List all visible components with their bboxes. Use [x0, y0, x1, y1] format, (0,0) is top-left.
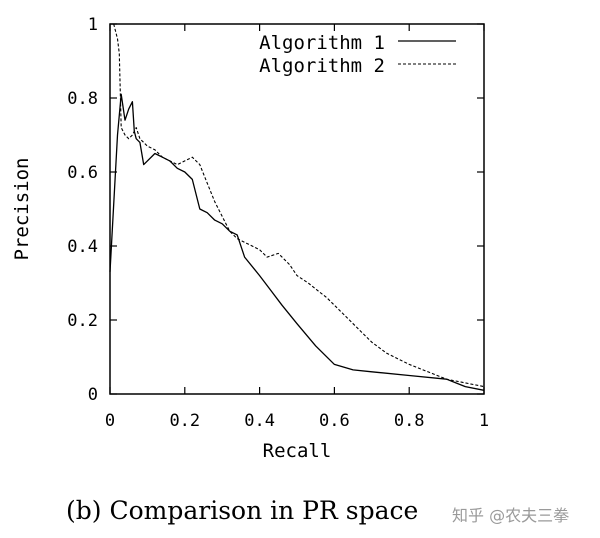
figure-caption: (b) Comparison in PR space — [66, 496, 419, 525]
x-tick-label: 0.4 — [244, 411, 275, 431]
x-tick-label: 0.6 — [319, 411, 350, 431]
x-tick-label: 0.8 — [394, 411, 425, 431]
y-tick-label: 1 — [88, 15, 98, 35]
legend-label-algorithm-1: Algorithm 1 — [259, 32, 385, 54]
y-tick-label: 0 — [88, 385, 98, 405]
tick-labels: 0 0.2 0.4 0.6 0.8 1 0 0.2 0.4 0.6 0.8 1 — [67, 15, 489, 431]
y-tick-label: 0.8 — [67, 89, 98, 109]
series-line-algorithm-1 — [109, 93, 485, 391]
watermark: 知乎 @农夫三拳 — [452, 506, 570, 525]
legend-label-algorithm-2: Algorithm 2 — [259, 55, 385, 77]
pr-chart: 0 0.2 0.4 0.6 0.8 1 0 0.2 0.4 0.6 0.8 1 Recall Prec… — [11, 15, 489, 462]
y-tick-label: 0.4 — [67, 237, 98, 257]
series-lines — [109, 23, 485, 391]
y-axis-label: Precision — [11, 158, 33, 261]
x-tick-label: 0.2 — [169, 411, 200, 431]
x-axis-label: Recall — [263, 440, 332, 462]
x-tick-label: 1 — [479, 411, 489, 431]
y-tick-label: 0.6 — [67, 163, 98, 183]
x-tick-label: 0 — [105, 411, 115, 431]
axis-ticks — [109, 23, 485, 395]
series-line-algorithm-2 — [113, 23, 485, 388]
y-tick-label: 0.2 — [67, 311, 98, 331]
legend: Algorithm 1 Algorithm 2 — [259, 32, 456, 77]
plot-frame — [109, 23, 485, 395]
